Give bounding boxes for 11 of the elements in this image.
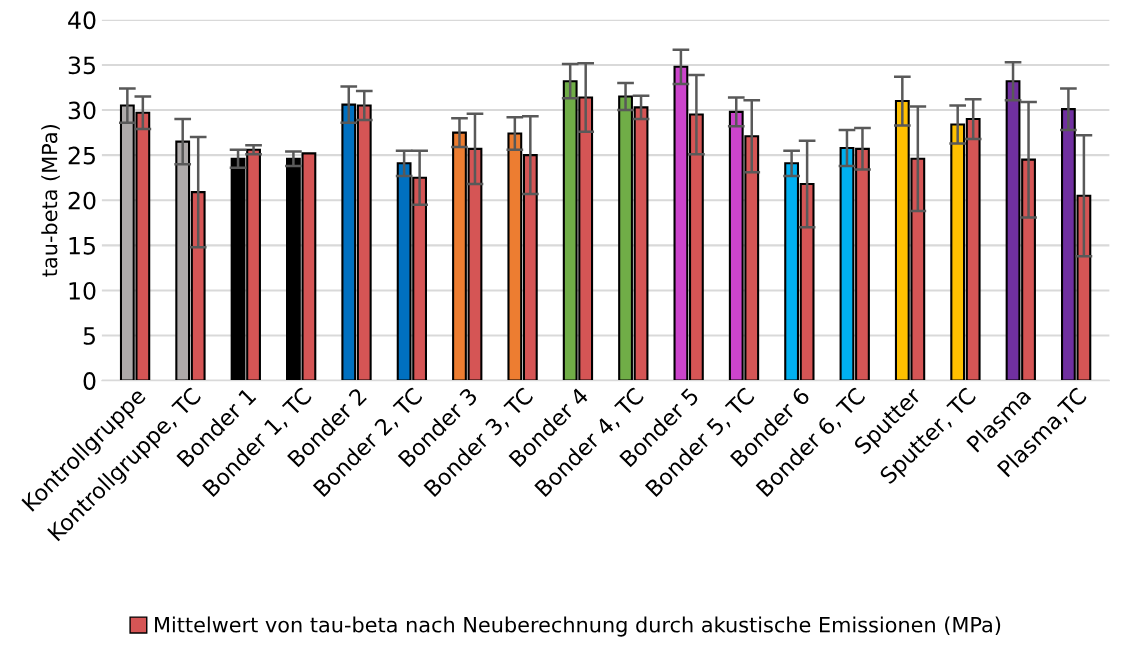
y-tick-label: 0 xyxy=(83,372,96,390)
y-axis-title: tau-beta (MPa) xyxy=(41,125,60,277)
y-tick-label: 15 xyxy=(69,237,95,255)
y-tick-label: 20 xyxy=(68,191,96,210)
y-tick-label: 5 xyxy=(83,327,95,345)
y-tick-label: 10 xyxy=(69,281,96,300)
y-tick-label: 35 xyxy=(68,56,95,75)
y-tick-label: 30 xyxy=(68,101,96,120)
y-tick-label: 40 xyxy=(68,11,96,30)
legend-label: Mittelwert von tau-beta nach Neuberechnung durch akustische Emissionen (MPa) xyxy=(155,616,1001,637)
y-tick-label: 25 xyxy=(68,146,95,165)
